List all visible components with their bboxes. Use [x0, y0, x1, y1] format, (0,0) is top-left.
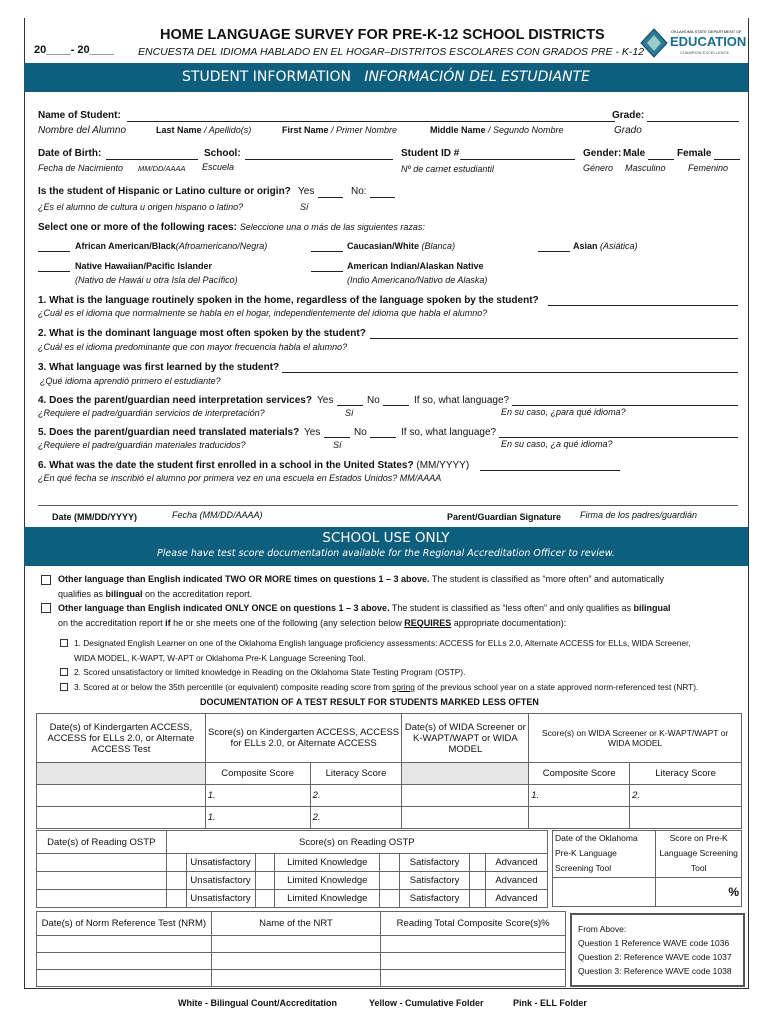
date-of-birth-input[interactable] [106, 159, 198, 160]
osde-logo: OKLAHOMA STATE DEPARTMENT OF EDUCATION C… [640, 28, 750, 60]
q4-language-input[interactable] [512, 405, 738, 406]
q5-language-input[interactable] [499, 437, 738, 438]
nrt-table: Date(s) of Norm Reference Test (NRM) Name… [36, 911, 566, 987]
table-row: Unsatisfactory Limited Knowledge Satisfact… [36, 889, 549, 908]
q3-answer-input[interactable] [282, 372, 738, 373]
race-native-hawaiian-input[interactable] [38, 271, 70, 272]
criterion-3-checkbox[interactable] [60, 683, 68, 691]
school-use-banner: SCHOOL USE ONLY Please have test score d… [24, 527, 748, 566]
q5-no-input[interactable] [370, 437, 396, 438]
q4-no-input[interactable] [383, 405, 409, 406]
signature-line[interactable] [38, 505, 738, 506]
table-row: 1. 2. 1. 2. [36, 784, 742, 807]
table-row [36, 952, 566, 970]
student-name-input[interactable] [127, 121, 615, 122]
q2-answer-input[interactable] [370, 338, 738, 339]
gender-male-input[interactable] [648, 159, 674, 160]
reading-ostp-table: Date(s) of Reading OSTP Score(s) on Readi… [36, 830, 549, 908]
table-row: Unsatisfactory Limited Knowledge Satisfact… [36, 871, 549, 890]
criterion-1-checkbox[interactable] [60, 639, 68, 647]
table-row [36, 935, 566, 953]
table-row: Unsatisfactory Limited Knowledge Satisfact… [36, 853, 549, 872]
school-year-field[interactable]: 20____- 20____ [34, 44, 115, 56]
gender-female-input[interactable] [714, 159, 740, 160]
hispanic-no-input[interactable] [370, 197, 395, 198]
prek-screening-table: Date of the Oklahoma Pre-K Language Scre… [551, 830, 742, 907]
form-subtitle: ENCUESTA DEL IDIOMA HABLADO EN EL HOGAR–… [138, 46, 645, 58]
q6-date-input[interactable] [480, 470, 620, 471]
student-information-banner: STUDENT INFORMATION INFORMACIÓN DEL ESTU… [24, 63, 748, 92]
race-american-indian-input[interactable] [311, 271, 343, 272]
school-input[interactable] [245, 159, 393, 160]
hispanic-yes-input[interactable] [318, 197, 343, 198]
criterion-2-checkbox[interactable] [60, 668, 68, 676]
race-african-american-input[interactable] [38, 251, 70, 252]
student-id-input[interactable] [460, 159, 575, 160]
documentation-heading: DOCUMENTATION OF A TEST RESULT FOR STUDE… [200, 697, 539, 707]
form-title: HOME LANGUAGE SURVEY FOR PRE-K-12 SCHOOL… [160, 27, 605, 43]
table-row [36, 969, 566, 987]
table-row: 1. 2. [36, 806, 742, 829]
race-asian-input[interactable] [538, 251, 570, 252]
grade-input[interactable] [647, 121, 739, 122]
more-often-checkbox[interactable] [41, 575, 51, 585]
wave-code-reference-box: From Above: Question 1 Reference WAVE co… [570, 913, 745, 987]
less-often-checkbox[interactable] [41, 603, 51, 613]
q1-answer-input[interactable] [548, 305, 738, 306]
logo-diamond-icon [640, 28, 668, 58]
q4-yes-input[interactable] [337, 405, 363, 406]
access-wida-scores-table: Date(s) of Kindergarten ACCESS, ACCESS f… [36, 713, 742, 829]
q5-yes-input[interactable] [324, 437, 350, 438]
race-caucasian-input[interactable] [311, 251, 343, 252]
form-frame [24, 18, 749, 989]
